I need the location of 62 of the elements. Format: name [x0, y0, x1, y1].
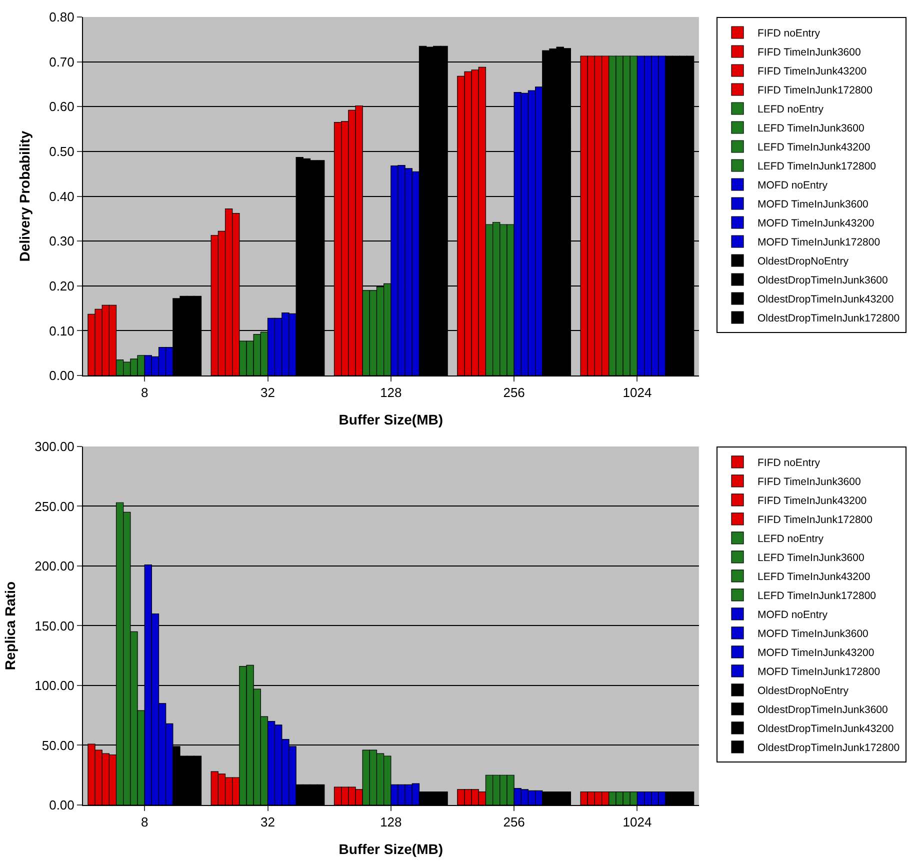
- y-tick-label: 300.00: [34, 439, 74, 454]
- legend-label: MOFD TimeInJunk43200: [758, 647, 874, 660]
- y-tick-label: 0.00: [49, 368, 74, 384]
- legend-label: LEFD TimeInJunk43200: [758, 142, 870, 154]
- legend-label: MOFD noEntry: [758, 180, 828, 192]
- legend-label: FIFD TimeInJunk43200: [758, 495, 867, 508]
- y-tick-label: 0.40: [49, 188, 74, 204]
- x-tick-label: 1024: [622, 814, 652, 830]
- y-tick-label: 200.00: [34, 558, 74, 574]
- legend-label: OldestDropNoEntry: [758, 256, 850, 268]
- y-tick-label: 100.00: [34, 678, 74, 694]
- legend-label: LEFD TimeInJunk3600: [758, 122, 864, 135]
- legend-label: FIFD TimeInJunk172800: [758, 84, 873, 97]
- legend-label: FIFD TimeInJunk172800: [758, 514, 873, 526]
- y-tick-label: 0.50: [49, 144, 74, 159]
- y-axis-title: Replica Ratio: [2, 581, 18, 670]
- legend-label: OldestDropTimeInJunk3600: [758, 274, 888, 287]
- x-axis-title: Buffer Size(MB): [338, 411, 444, 428]
- y-tick-label: 0.20: [49, 278, 74, 294]
- x-tick-label: 256: [503, 385, 525, 400]
- x-axis-title: Buffer Size(MB): [338, 840, 444, 857]
- y-tick-label: 0.70: [49, 54, 74, 70]
- x-tick-label: 8: [140, 385, 148, 400]
- y-tick-label: 0.00: [49, 798, 74, 813]
- legend-label: LEFD TimeInJunk43200: [758, 571, 870, 584]
- legend-label: MOFD TimeInJunk3600: [758, 628, 869, 640]
- y-tick-label: 250.00: [34, 498, 74, 514]
- legend-label: MOFD TimeInJunk172800: [758, 236, 880, 249]
- legend-label: LEFD TimeInJunk172800: [758, 160, 876, 173]
- legend-label: LEFD TimeInJunk3600: [758, 552, 864, 564]
- y-tick-label: 50.00: [42, 738, 74, 753]
- legend-label: OldestDropTimeInJunk43200: [758, 294, 894, 306]
- y-tick-label: 0.80: [49, 10, 74, 25]
- legend-label: MOFD TimeInJunk172800: [758, 666, 880, 678]
- legend-label: OldestDropNoEntry: [758, 685, 850, 698]
- x-tick-label: 32: [260, 814, 275, 830]
- legend-label: OldestDropTimeInJunk172800: [758, 742, 900, 754]
- x-tick-label: 256: [503, 814, 525, 830]
- y-tick-label: 0.30: [49, 234, 74, 249]
- x-tick-label: 1024: [622, 385, 652, 400]
- legend-label: MOFD TimeInJunk43200: [758, 218, 874, 230]
- legend-label: LEFD TimeInJunk172800: [758, 590, 876, 602]
- x-tick-label: 32: [260, 385, 275, 400]
- legend-label: OldestDropTimeInJunk43200: [758, 723, 894, 736]
- legend-label: FIFD TimeInJunk43200: [758, 66, 867, 78]
- x-tick-label: 128: [380, 814, 402, 830]
- x-tick-label: 128: [380, 385, 402, 400]
- legend-label: LEFD noEntry: [758, 533, 824, 546]
- x-tick-label: 8: [140, 814, 148, 830]
- legend-label: MOFD noEntry: [758, 609, 828, 622]
- legend-label: OldestDropTimeInJunk3600: [758, 704, 888, 716]
- y-axis-title: Delivery Probability: [16, 130, 33, 262]
- legend-label: FIFD noEntry: [758, 28, 821, 40]
- y-tick-label: 0.60: [49, 99, 74, 114]
- y-tick-label: 150.00: [34, 618, 74, 634]
- legend-label: FIFD TimeInJunk3600: [758, 46, 861, 59]
- y-tick-label: 0.10: [49, 323, 74, 338]
- text: FIFD noEntry: [758, 457, 821, 470]
- legend-label: MOFD TimeInJunk3600: [758, 198, 869, 211]
- legend-label: LEFD noEntry: [758, 104, 824, 116]
- text: FIFD TimeInJunk3600: [758, 476, 861, 488]
- legend-label: OldestDropTimeInJunk172800: [758, 312, 900, 325]
